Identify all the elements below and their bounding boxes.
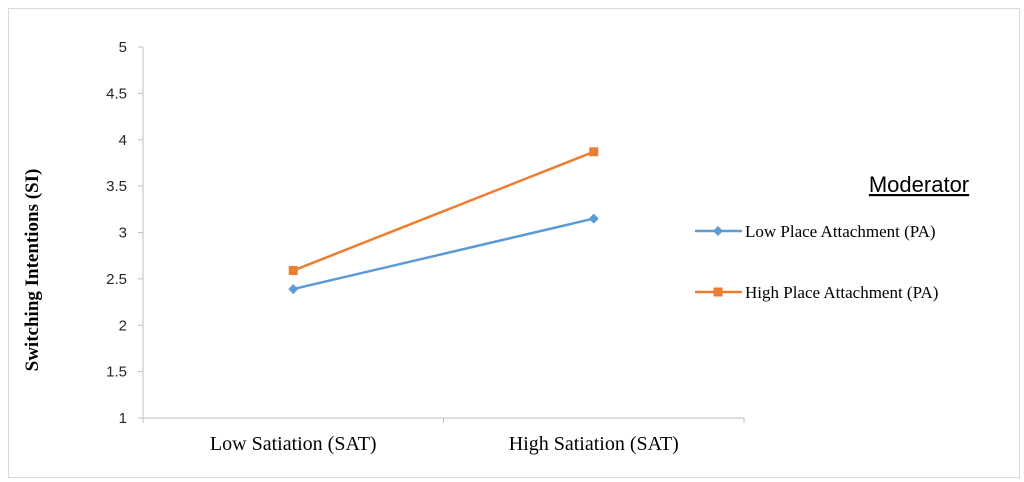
data-point-series-2 — [589, 147, 599, 157]
series-line-2 — [292, 150, 595, 272]
legend-label: High Place Attachment (PA) — [745, 283, 938, 302]
y-tick-label: 2.5 — [106, 271, 127, 288]
series-markers — [288, 147, 599, 295]
legend-label: Low Place Attachment (PA) — [745, 222, 936, 241]
data-point-series-1 — [588, 213, 599, 224]
y-tick-label: 5 — [119, 39, 127, 56]
y-ticks: 1 1.5 2 2.5 3 3.5 4 4.5 5 — [106, 39, 143, 427]
y-tick-label: 1 — [119, 410, 127, 427]
y-axis-label: Switching Intentions (SI) — [22, 169, 43, 372]
legend-title: Moderator — [869, 172, 969, 197]
series-line-1 — [292, 217, 595, 291]
legend-swatch-marker — [713, 287, 723, 297]
x-tick-label: Low Satiation (SAT) — [210, 433, 377, 455]
y-tick-label: 4 — [119, 132, 127, 149]
y-tick-label: 1.5 — [106, 364, 127, 381]
y-tick-label: 2 — [119, 317, 127, 334]
chart-frame — [8, 8, 1020, 478]
data-point-series-1 — [288, 284, 299, 295]
x-ticks: Low Satiation (SAT) High Satiation (SAT) — [142, 418, 745, 455]
legend-swatch-marker — [713, 226, 723, 236]
legend: Moderator Low Place Attachment (PA) High … — [695, 172, 969, 302]
series-lines — [292, 150, 595, 291]
y-tick-label: 3 — [119, 225, 127, 242]
legend-items: Low Place Attachment (PA) High Place Atta… — [695, 222, 938, 302]
data-point-series-2 — [288, 266, 298, 276]
y-tick-label: 4.5 — [106, 85, 127, 102]
y-tick-label: 3.5 — [106, 178, 127, 195]
axes — [142, 47, 744, 419]
x-tick-label: High Satiation (SAT) — [509, 433, 679, 455]
